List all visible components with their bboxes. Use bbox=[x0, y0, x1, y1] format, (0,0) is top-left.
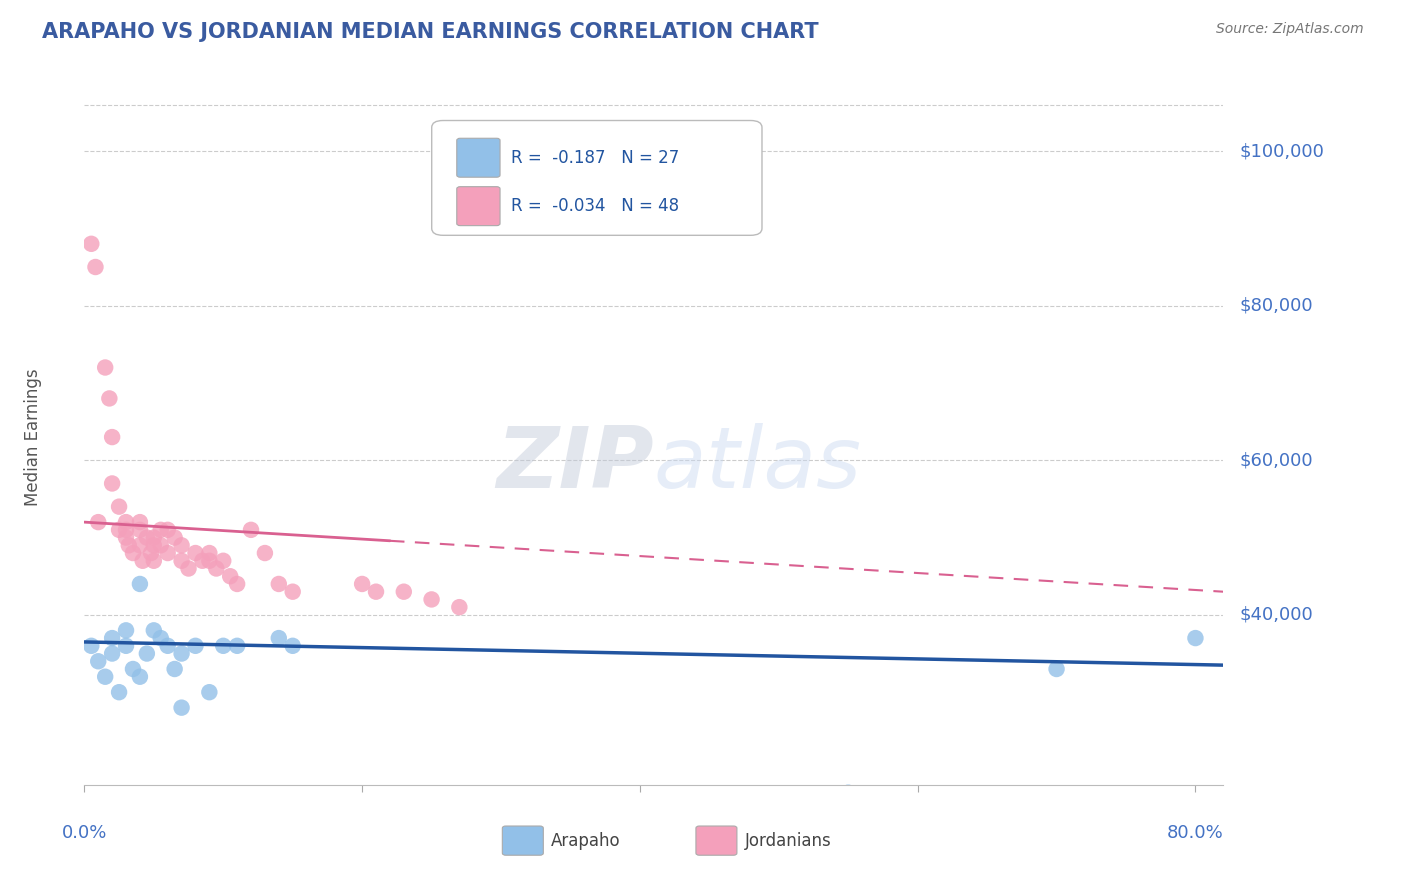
Point bbox=[281, 584, 304, 599]
Text: Source: ZipAtlas.com: Source: ZipAtlas.com bbox=[1216, 22, 1364, 37]
Point bbox=[253, 546, 276, 560]
Point bbox=[80, 236, 103, 251]
Point bbox=[115, 515, 138, 529]
Point bbox=[101, 631, 124, 645]
FancyBboxPatch shape bbox=[457, 138, 501, 178]
FancyBboxPatch shape bbox=[432, 120, 762, 235]
Point bbox=[139, 546, 162, 560]
Point bbox=[101, 430, 124, 444]
Point bbox=[170, 554, 193, 568]
Point bbox=[98, 392, 121, 406]
Point bbox=[87, 654, 110, 668]
Point bbox=[84, 260, 107, 274]
Text: 80.0%: 80.0% bbox=[1167, 823, 1223, 842]
Text: $40,000: $40,000 bbox=[1240, 606, 1313, 624]
Point bbox=[94, 360, 117, 375]
Point bbox=[392, 584, 415, 599]
Point bbox=[135, 647, 157, 661]
FancyBboxPatch shape bbox=[457, 186, 501, 226]
Point bbox=[226, 639, 249, 653]
Point bbox=[149, 538, 172, 552]
Point bbox=[129, 523, 152, 537]
Point bbox=[281, 639, 304, 653]
Text: R =  -0.187   N = 27: R = -0.187 N = 27 bbox=[512, 149, 679, 167]
Point bbox=[364, 584, 387, 599]
Point bbox=[108, 523, 131, 537]
Point bbox=[80, 639, 103, 653]
Point bbox=[108, 500, 131, 514]
Point bbox=[115, 639, 138, 653]
Text: ARAPAHO VS JORDANIAN MEDIAN EARNINGS CORRELATION CHART: ARAPAHO VS JORDANIAN MEDIAN EARNINGS COR… bbox=[42, 22, 818, 42]
FancyBboxPatch shape bbox=[696, 826, 737, 855]
Text: $60,000: $60,000 bbox=[1240, 451, 1313, 469]
Point bbox=[240, 523, 263, 537]
Point bbox=[87, 515, 110, 529]
Point bbox=[129, 515, 152, 529]
Point bbox=[198, 546, 221, 560]
Point bbox=[142, 624, 165, 638]
Text: $100,000: $100,000 bbox=[1240, 142, 1324, 160]
Point bbox=[449, 600, 471, 615]
Text: Arapaho: Arapaho bbox=[551, 831, 621, 849]
Point bbox=[184, 639, 207, 653]
Point bbox=[142, 538, 165, 552]
Point bbox=[135, 531, 157, 545]
Point bbox=[149, 523, 172, 537]
Point bbox=[267, 577, 290, 591]
Point bbox=[108, 685, 131, 699]
Point bbox=[219, 569, 242, 583]
Point bbox=[198, 554, 221, 568]
Point bbox=[142, 531, 165, 545]
Point bbox=[212, 554, 235, 568]
Text: Median Earnings: Median Earnings bbox=[24, 368, 42, 506]
Point bbox=[837, 786, 859, 800]
Point bbox=[156, 546, 179, 560]
Point bbox=[163, 662, 186, 676]
Text: Jordanians: Jordanians bbox=[745, 831, 831, 849]
Point bbox=[191, 554, 214, 568]
Point bbox=[156, 639, 179, 653]
Point bbox=[149, 631, 172, 645]
Point bbox=[226, 577, 249, 591]
Point bbox=[267, 631, 290, 645]
Point bbox=[170, 538, 193, 552]
Point bbox=[212, 639, 235, 653]
Text: $80,000: $80,000 bbox=[1240, 297, 1313, 315]
Point bbox=[101, 647, 124, 661]
Point bbox=[131, 554, 153, 568]
Point bbox=[118, 538, 141, 552]
Text: R =  -0.034   N = 48: R = -0.034 N = 48 bbox=[512, 197, 679, 215]
Point bbox=[122, 546, 145, 560]
Point bbox=[94, 670, 117, 684]
Point bbox=[122, 662, 145, 676]
Point bbox=[156, 523, 179, 537]
Point bbox=[177, 561, 200, 575]
Point bbox=[129, 670, 152, 684]
Point bbox=[205, 561, 228, 575]
Point bbox=[115, 624, 138, 638]
Point bbox=[198, 685, 221, 699]
Point bbox=[101, 476, 124, 491]
Text: ZIP: ZIP bbox=[496, 424, 654, 507]
Point bbox=[352, 577, 374, 591]
Point bbox=[115, 531, 138, 545]
Point bbox=[170, 700, 193, 714]
Point bbox=[1184, 631, 1206, 645]
Point bbox=[170, 647, 193, 661]
Text: atlas: atlas bbox=[654, 424, 862, 507]
Point bbox=[184, 546, 207, 560]
Point bbox=[115, 523, 138, 537]
Text: 0.0%: 0.0% bbox=[62, 823, 107, 842]
Point bbox=[163, 531, 186, 545]
Point bbox=[129, 577, 152, 591]
Point bbox=[420, 592, 443, 607]
Point bbox=[142, 554, 165, 568]
Point bbox=[129, 538, 152, 552]
Point bbox=[1045, 662, 1067, 676]
FancyBboxPatch shape bbox=[502, 826, 543, 855]
